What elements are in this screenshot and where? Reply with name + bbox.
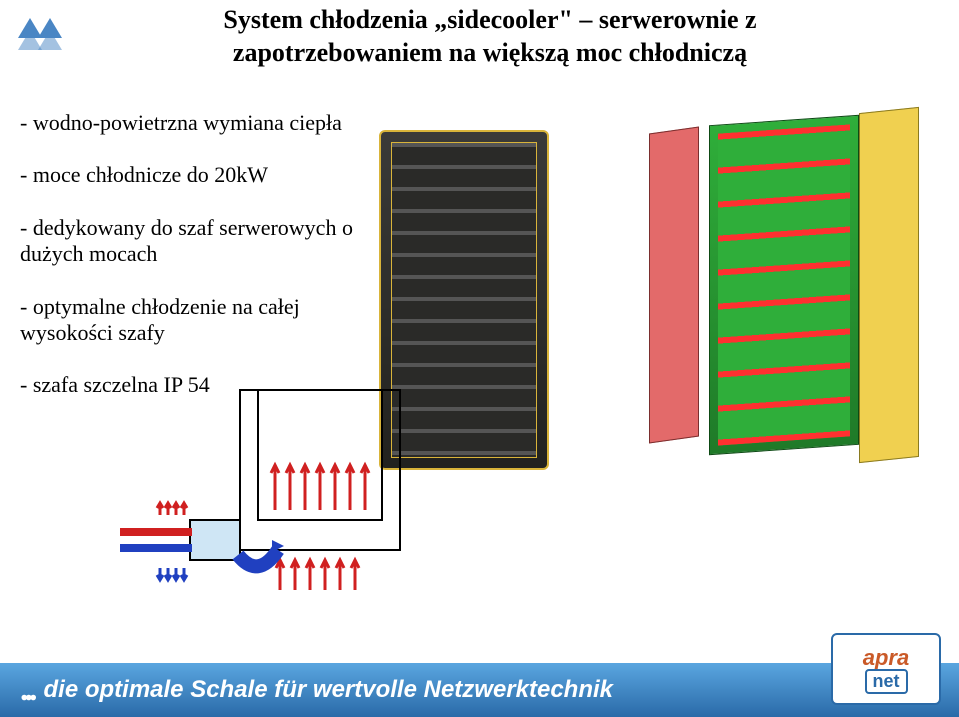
bullet-item: - dedykowany do szaf serwerowych o dużyc… bbox=[20, 215, 360, 268]
rack-3d-render bbox=[649, 110, 929, 470]
bullet-item: - moce chłodnicze do 20kW bbox=[20, 162, 360, 188]
corner-logo bbox=[12, 8, 72, 57]
footer-tagline: die optimale Schale für wertvolle Netzwe… bbox=[44, 676, 614, 704]
logo-brand-top: apra bbox=[863, 645, 909, 671]
product-images bbox=[379, 110, 939, 490]
slide-title: System chłodzenia „sidecooler" – serwero… bbox=[130, 4, 850, 69]
title-line-1: System chłodzenia „sidecooler" – serwero… bbox=[130, 4, 850, 37]
rack-inner bbox=[709, 115, 859, 455]
bullet-item: - wodno-powietrzna wymiana ciepła bbox=[20, 110, 360, 136]
rack-front-panel bbox=[649, 126, 699, 443]
logo-brand-bottom: net bbox=[865, 669, 908, 694]
bullet-list: - wodno-powietrzna wymiana ciepła - moce… bbox=[20, 110, 360, 425]
title-line-2: zapotrzebowaniem na większą moc chłodnic… bbox=[130, 37, 850, 70]
footer-bar: ... die optimale Schale für wertvolle Ne… bbox=[0, 663, 959, 717]
bullet-item: - optymalne chłodzenie na całej wysokośc… bbox=[20, 294, 360, 347]
apra-net-logo: apra net bbox=[831, 633, 941, 705]
slide: System chłodzenia „sidecooler" – serwero… bbox=[0, 0, 959, 717]
airflow-schematic bbox=[120, 380, 420, 610]
rack-back-panel bbox=[859, 107, 919, 463]
footer-ellipsis: ... bbox=[20, 671, 34, 709]
